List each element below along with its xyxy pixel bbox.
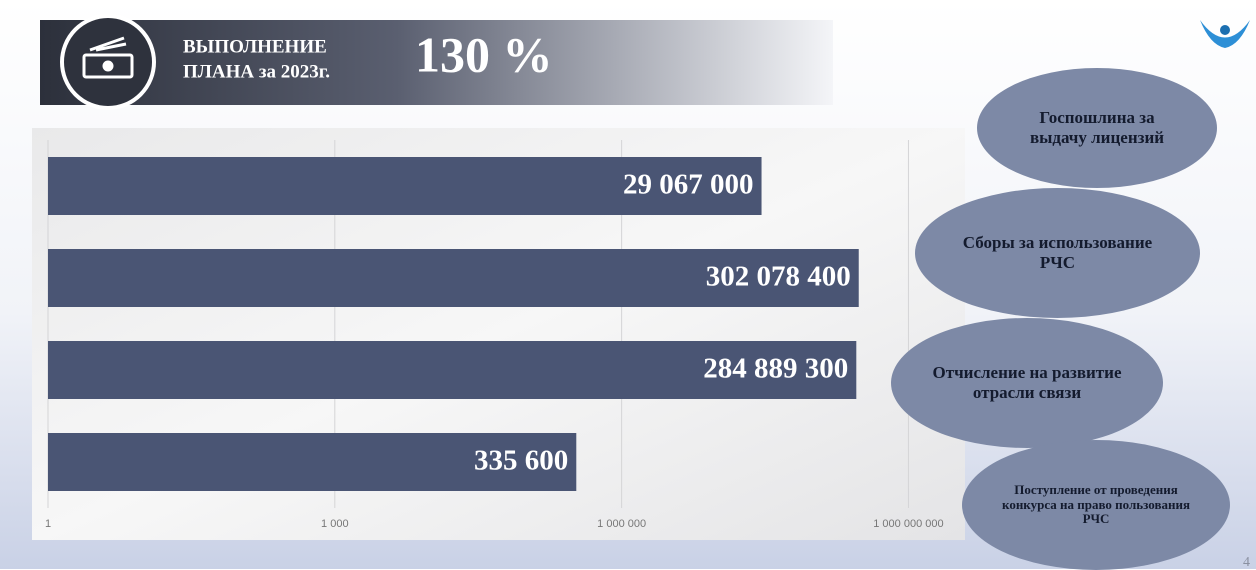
bar xyxy=(48,157,762,215)
category-label: Поступление от проведения конкурса на пр… xyxy=(962,440,1230,570)
value-label: 29 067 000 xyxy=(623,169,754,201)
category-label: Сборы за использование РЧС xyxy=(915,188,1200,318)
x-tick-label: 1 000 000 xyxy=(597,518,646,530)
bar xyxy=(48,249,859,307)
headline: 130 % xyxy=(415,26,553,82)
logo xyxy=(1200,20,1250,48)
money-icon xyxy=(82,36,134,79)
x-tick-label: 1 xyxy=(45,518,51,530)
header-line: ПЛАНА за 2023г. xyxy=(183,61,330,82)
x-tick-label: 1 000 000 000 xyxy=(873,518,943,530)
value-label: 302 078 400 xyxy=(706,261,851,293)
value-label: 284 889 300 xyxy=(703,353,848,385)
header-line: ВЫПОЛНЕНИЕ xyxy=(183,36,327,57)
x-tick-label: 1 000 xyxy=(321,518,349,530)
category-label: Госпошлина за выдачу лицензий xyxy=(977,68,1217,188)
category-label: Отчисление на развитие отрасли связи xyxy=(891,318,1163,448)
bar xyxy=(48,433,577,491)
page-number: 4 xyxy=(1243,555,1250,569)
value-label: 335 600 xyxy=(474,445,568,477)
bar xyxy=(48,341,857,399)
header-band xyxy=(40,20,833,105)
